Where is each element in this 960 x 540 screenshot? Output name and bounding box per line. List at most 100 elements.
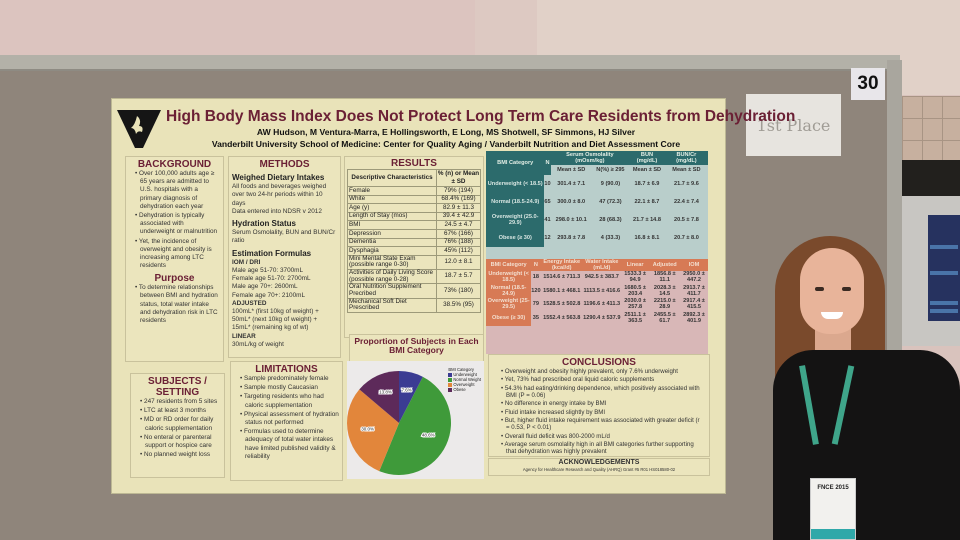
- results-section: RESULTS Descriptive Characteristics% (n)…: [344, 156, 484, 338]
- table-cell: 22.4 ± 7.4: [673, 199, 699, 205]
- table-cell: 2950.0 ± 447.2: [683, 271, 705, 283]
- table-subheader: Mean ± SD: [557, 167, 586, 173]
- adjusted-heading: ADJUSTED: [232, 299, 267, 307]
- table-row: Underweight (< 18.5) 18 1514.6 ± 711.3 942.…: [486, 271, 708, 285]
- table-cell: 2030.0 ± 257.8: [624, 298, 646, 311]
- subjects-section: SUBJECTS / SETTING 247 residents from 5 …: [130, 373, 225, 478]
- table-cell: Underweight (< 18.5): [486, 175, 545, 193]
- hydration-heading: Hydration Status: [232, 218, 297, 228]
- table-header: % (n) or Mean ± SD: [436, 168, 481, 188]
- limitations-item: Formulas used to determine adequacy of t…: [240, 428, 339, 461]
- background-section: BACKGROUND Over 100,000 adults age ≥ 65 …: [125, 156, 224, 362]
- table-cell: Mechanical Soft Diet Prescribed: [347, 297, 437, 313]
- wall-corner: [475, 0, 537, 60]
- table-cell: 21.7 ± 14.8: [633, 217, 661, 223]
- table-cell: 9 (90.0): [600, 181, 621, 187]
- pie-slice-underweight: [399, 371, 423, 423]
- research-poster: High Body Mass Index Does Not Protect Lo…: [111, 98, 796, 494]
- table-cell: 1514.6 ± 711.3: [543, 273, 581, 280]
- conclusion-item: No difference in energy intake by BMI: [501, 400, 703, 407]
- linear-formula: 30mL/kg of weight: [232, 340, 284, 348]
- legend-swatch: [448, 372, 453, 377]
- presenter-face: [800, 248, 864, 334]
- limitations-item: Physical assessment of hydration status …: [240, 411, 339, 427]
- table-header: Linear: [620, 259, 650, 271]
- table-cell: 79% (194): [436, 186, 481, 196]
- weighed-heading: Weighed Dietary Intakes: [232, 173, 325, 182]
- table-cell: 79: [532, 301, 540, 308]
- table-subheader: Mean ± SD: [632, 167, 662, 173]
- booth-number: 30: [851, 68, 885, 100]
- table-cell: 20.5 ± 7.8: [673, 217, 699, 223]
- legend-item: Underweight: [448, 372, 481, 377]
- conclusions-section: CONCLUSIONS Overweight and obesity highl…: [488, 354, 710, 457]
- table-cell: 1552.4 ± 563.8: [543, 315, 581, 322]
- vanderbilt-logo-icon: [117, 110, 161, 148]
- table-row: Overweight (25.0-29.9) 41 298.0 ± 10.1 28 (…: [486, 211, 708, 229]
- legend-label: Normal Weight: [453, 377, 481, 383]
- legend-swatch: [448, 377, 453, 382]
- table-cell: 38.5% (95): [436, 297, 481, 313]
- adjusted-formula: 100mL* (first 10kg of weight) + 50mL* (n…: [232, 307, 319, 332]
- table-cell: 16.8 ± 8.1: [634, 235, 660, 241]
- table-cell: 293.8 ± 7.8: [557, 235, 586, 241]
- results-heading: RESULTS: [391, 158, 437, 169]
- limitations-section: LIMITATIONS Sample predominately female …: [230, 361, 343, 481]
- table-cell: 10: [544, 181, 551, 187]
- table-row: Normal (18.5-24.9) 120 1580.1 ± 468.1 1113.…: [486, 284, 708, 299]
- methods-heading: METHODS: [259, 159, 310, 170]
- legend-title: BMI Category: [448, 367, 474, 372]
- pie-slice-overweight: [347, 389, 399, 472]
- table-row: Female 79% (194): [347, 186, 481, 196]
- conclusion-item: Average serum osmolality high in all BMI…: [501, 441, 703, 456]
- table-cell: Activities of Daily Living Score (possib…: [347, 269, 437, 285]
- table-cell: Underweight (< 18.5): [486, 271, 532, 285]
- table-header: Energy Intake (kcal/d): [540, 259, 583, 271]
- pie-title: Proportion of Subjects in Each BMI Categ…: [354, 336, 479, 356]
- conclusion-item: Overweight and obesity highly prevalent,…: [501, 368, 703, 375]
- subjects-item: LTC at least 3 months: [140, 407, 221, 415]
- adjacent-poster: [928, 215, 960, 321]
- award-card: 1st Place: [746, 94, 841, 156]
- table-cell: Obese (≥ 30): [486, 229, 545, 247]
- table-cell: Length of Stay (mos): [347, 211, 437, 222]
- badge-event: FNCE 2015: [817, 485, 849, 491]
- table-cell: 120: [531, 287, 541, 294]
- table-row: Mechanical Soft Diet Prescribed 38.5% (95…: [347, 297, 481, 313]
- pie-slice-label: 13.8%: [379, 390, 392, 395]
- pie-slice-label: 7.6%: [401, 388, 411, 393]
- table-cell: 12.0 ± 8.1: [436, 254, 481, 271]
- table-cell: 18.7 ± 5.7: [436, 269, 481, 285]
- table-cell: 1580.1 ± 468.1: [543, 287, 581, 294]
- pie-title-box: Proportion of Subjects in Each BMI Categ…: [349, 334, 484, 362]
- conclusion-item: Overall fluid deficit was 800-2000 mL/d: [501, 433, 703, 440]
- table-cell: Overweight (25.0-29.9): [486, 211, 545, 229]
- table-cell: 47 (72.3): [599, 199, 622, 205]
- table-cell: White: [347, 194, 437, 205]
- linear-heading: LINEAR: [232, 332, 256, 340]
- table-header: IOM: [679, 259, 708, 271]
- table-row: Depression 67% (166): [347, 229, 481, 239]
- pie-slice-label: 48.6%: [422, 433, 435, 438]
- legend-label: Overweight: [453, 382, 475, 388]
- poster-title: High Body Mass Index Does Not Protect Lo…: [166, 108, 796, 125]
- table-cell: BMI: [347, 220, 437, 231]
- formulas-heading: Estimation Formulas: [232, 248, 312, 258]
- board-frame-top: [0, 55, 900, 71]
- table-cell: Age (y): [347, 203, 437, 213]
- table-row: White 68.4% (169): [347, 194, 481, 205]
- name-badge: FNCE 2015: [810, 478, 856, 540]
- table-row: Underweight (< 18.5) 10 301.4 ± 7.1 9 (90.0…: [486, 175, 708, 193]
- methods-item: Data entered into NDSR v 2012: [232, 207, 322, 215]
- methods-item: Serum Osmolality, BUN and BUN/Cr ratio: [232, 229, 336, 245]
- table-cell: 39.4 ± 42.9: [436, 211, 481, 222]
- table-row: Activities of Daily Living Score (possib…: [347, 269, 481, 285]
- table-cell: 67% (166): [436, 229, 481, 239]
- table-cell: 1680.5 ± 203.4: [624, 284, 646, 297]
- legend-item: Obese: [448, 387, 481, 392]
- table-cell: 942.5 ± 383.7: [584, 273, 619, 280]
- limitations-item: Targeting residents who had caloric supp…: [240, 393, 339, 409]
- table-cell: 65: [544, 199, 551, 205]
- purpose-heading: Purpose: [154, 273, 195, 285]
- table-cell: 1290.4 ± 537.9: [583, 315, 621, 322]
